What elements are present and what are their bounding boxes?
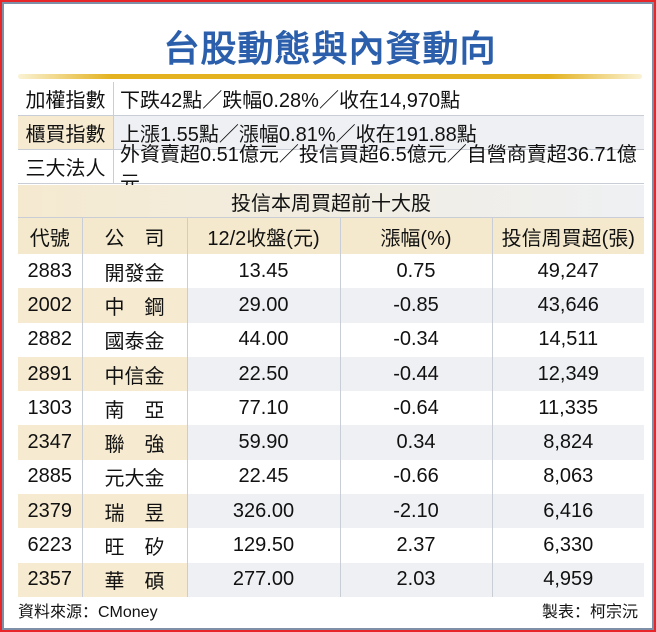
table-row: 2379 瑞 昱 326.00 -2.10 6,416 — [18, 494, 644, 529]
column-header: 12/2收盤(元) — [187, 218, 341, 254]
company-name: 南 亞 — [82, 391, 188, 426]
index-label: 加權指數 — [18, 82, 114, 115]
company-name: 瑞 昱 — [82, 494, 188, 529]
index-label: 三大法人 — [18, 150, 114, 183]
company-name: 旺 矽 — [82, 528, 188, 563]
change-percent: -0.64 — [340, 391, 493, 426]
close-price: 13.45 — [187, 254, 341, 289]
stock-code: 2882 — [18, 322, 83, 357]
table-row: 2891 中信金 22.50 -0.44 12,349 — [18, 356, 644, 392]
table-row: 2883 開發金 13.45 0.75 49,247 — [18, 254, 644, 289]
stock-code: 2379 — [18, 494, 83, 529]
change-percent: -2.10 — [340, 494, 493, 529]
net-buy-lots: 6,416 — [492, 494, 644, 529]
company-name: 中 鋼 — [82, 288, 188, 323]
close-price: 44.00 — [187, 322, 341, 357]
stock-code: 1303 — [18, 391, 83, 426]
change-percent: 2.03 — [340, 562, 493, 597]
company-name: 國泰金 — [82, 322, 188, 357]
close-price: 22.50 — [187, 356, 341, 392]
close-price: 326.00 — [187, 494, 341, 529]
table-row: 6223 旺 矽 129.50 2.37 6,330 — [18, 528, 644, 563]
column-header: 漲幅(%) — [340, 218, 493, 254]
net-buy-lots: 8,063 — [543, 465, 594, 488]
net-buy-lots: 14,511 — [538, 328, 599, 351]
net-buy-lots: 4,959 — [492, 562, 644, 597]
index-value: 上漲1.55點／漲幅0.81%／收在191.88點 — [114, 116, 644, 149]
source-note: 資料來源：CMoney — [18, 604, 158, 621]
section-title: 投信本周買超前十大股 — [18, 185, 644, 218]
author-note: 製表：柯宗沅 — [541, 604, 638, 621]
stock-code: 2357 — [18, 562, 83, 597]
net-buy-lots: 49,247 — [537, 259, 599, 282]
stock-code: 2002 — [18, 288, 83, 323]
close-price: 59.90 — [187, 425, 341, 460]
company-name: 華 碩 — [82, 562, 188, 597]
change-percent: 0.75 — [340, 254, 493, 289]
company-name: 中信金 — [82, 356, 188, 392]
close-price: 129.50 — [187, 528, 341, 563]
net-buy-lots: 8,824 — [492, 425, 644, 460]
company-name: 開發金 — [82, 254, 188, 289]
net-buy-lots: 12,349 — [492, 356, 644, 392]
index-row-taiex: 加權指數 下跌42點／跌幅0.28%／收在14,970點 — [18, 82, 644, 116]
divider — [18, 74, 642, 79]
stock-code: 6223 — [18, 528, 83, 563]
change-percent: -0.66 — [340, 459, 493, 495]
column-header: 投信周買超(張) — [492, 218, 644, 254]
page-title: 台股動態與內資動向 — [163, 28, 497, 69]
change-percent: -0.44 — [340, 356, 493, 392]
table-row: 1303 南 亞 77.10 -0.64 11,335 — [18, 391, 644, 426]
index-row-otc: 櫃買指數 上漲1.55點／漲幅0.81%／收在191.88點 — [18, 116, 644, 150]
company-name: 元大金 — [82, 459, 188, 495]
table-row: 2347 聯 強 59.90 0.34 8,824 — [18, 425, 644, 460]
net-buy-lots: 6,330 — [543, 534, 594, 557]
company-name: 聯 強 — [82, 425, 188, 460]
table-header: 代號 公 司 12/2收盤(元) 漲幅(%) 投信周買超(張) — [18, 218, 644, 254]
stock-code: 2891 — [18, 356, 83, 392]
index-label: 櫃買指數 — [18, 116, 114, 149]
index-row-institutional: 三大法人 外資賣超0.51億元／投信買超6.5億元／自營商賣超36.71億元 — [18, 143, 644, 195]
change-percent: 2.37 — [340, 528, 493, 563]
table-row: 2002 中 鋼 29.00 -0.85 43,646 — [18, 288, 644, 323]
stock-code: 2883 — [18, 254, 83, 289]
column-header: 代號 — [18, 218, 83, 254]
close-price: 77.10 — [187, 391, 341, 426]
close-price: 277.00 — [187, 562, 341, 597]
net-buy-lots: 43,646 — [492, 288, 644, 323]
change-percent: -0.85 — [340, 288, 493, 323]
index-value: 外資賣超0.51億元／投信買超6.5億元／自營商賣超36.71億元 — [120, 143, 637, 195]
close-price: 29.00 — [187, 288, 341, 323]
table-row: 2357 華 碩 277.00 2.03 4,959 — [18, 562, 644, 597]
table-row: 2882 國泰金 44.00 -0.34 14,511 — [18, 322, 644, 357]
table-row: 2885 元大金 22.45 -0.66 8,063 — [18, 459, 644, 495]
close-price: 22.45 — [187, 459, 341, 495]
column-header: 公 司 — [82, 218, 188, 254]
index-value: 下跌42點／跌幅0.28%／收在14,970點 — [120, 90, 461, 112]
stock-code: 2885 — [18, 459, 83, 495]
top-ten-table: 代號 公 司 12/2收盤(元) 漲幅(%) 投信周買超(張) 2883 開發金 1… — [18, 218, 644, 597]
net-buy-lots: 11,335 — [538, 396, 599, 419]
change-percent: 0.34 — [340, 425, 493, 460]
change-percent: -0.34 — [340, 322, 493, 357]
stock-code: 2347 — [18, 425, 83, 460]
